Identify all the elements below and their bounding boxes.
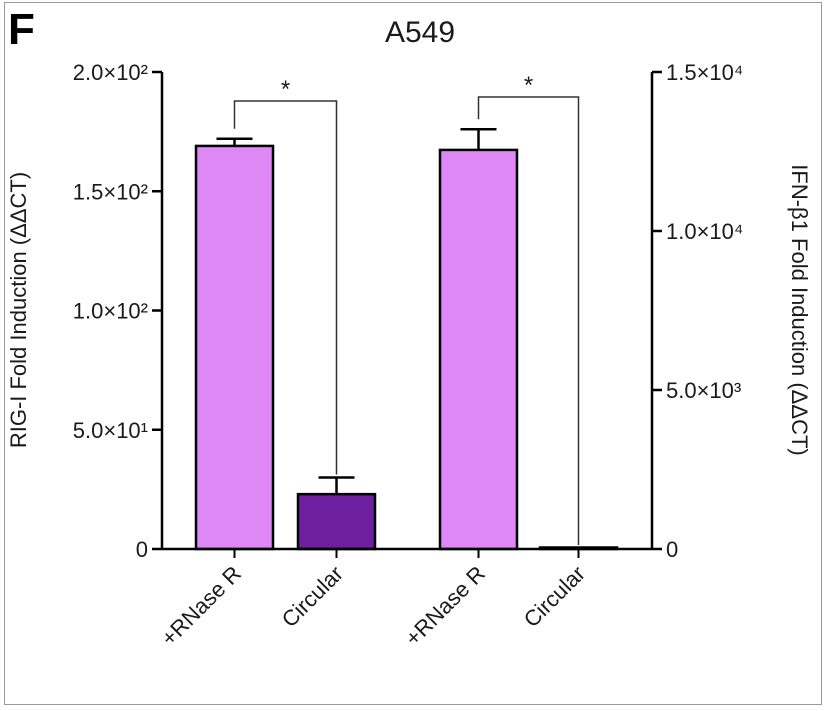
left-tick-label: 5.0×10¹ — [73, 418, 148, 443]
right-tick-label: 0 — [666, 537, 678, 562]
significance-star: * — [281, 76, 290, 103]
left-tick-label: 1.0×10² — [73, 299, 148, 324]
x-tick-label: Circular — [277, 561, 348, 632]
significance-group: * * — [233, 72, 580, 546]
left-y-axis: 0 5.0×10¹ 1.0×10² 1.5×10² 2.0×10² — [73, 60, 164, 562]
bar — [296, 492, 377, 551]
figure-frame — [4, 2, 822, 705]
bars-group — [194, 144, 619, 551]
right-axis-label: IFN-β1 Fold Induction (ΔΔCT) — [787, 164, 812, 455]
x-tick-label: Circular — [519, 561, 590, 632]
significance-bracket — [477, 96, 580, 546]
right-tick-label: 1.5×10⁴ — [666, 60, 743, 85]
panel-label: F — [8, 5, 35, 54]
right-y-axis: 0 5.0×10³ 1.0×10⁴ 1.5×10⁴ — [650, 60, 743, 562]
significance-star: * — [524, 72, 533, 99]
x-axis: +RNase R Circular +RNase R Circular — [156, 547, 652, 651]
bar — [438, 148, 519, 551]
right-tick-label: 5.0×10³ — [666, 378, 741, 403]
x-tick-label: +RNase R — [156, 561, 246, 651]
left-tick-label: 2.0×10² — [73, 60, 148, 85]
left-axis-label: RIG-I Fold Induction (ΔΔCT) — [6, 172, 31, 448]
error-bars-group — [216, 127, 497, 495]
chart-title: A549 — [385, 16, 455, 49]
bar — [194, 144, 275, 551]
left-tick-label: 1.5×10² — [73, 179, 148, 204]
left-tick-label: 0 — [136, 537, 148, 562]
right-tick-label: 1.0×10⁴ — [666, 219, 743, 244]
x-tick-label: +RNase R — [400, 561, 490, 651]
significance-bracket — [233, 100, 338, 475]
